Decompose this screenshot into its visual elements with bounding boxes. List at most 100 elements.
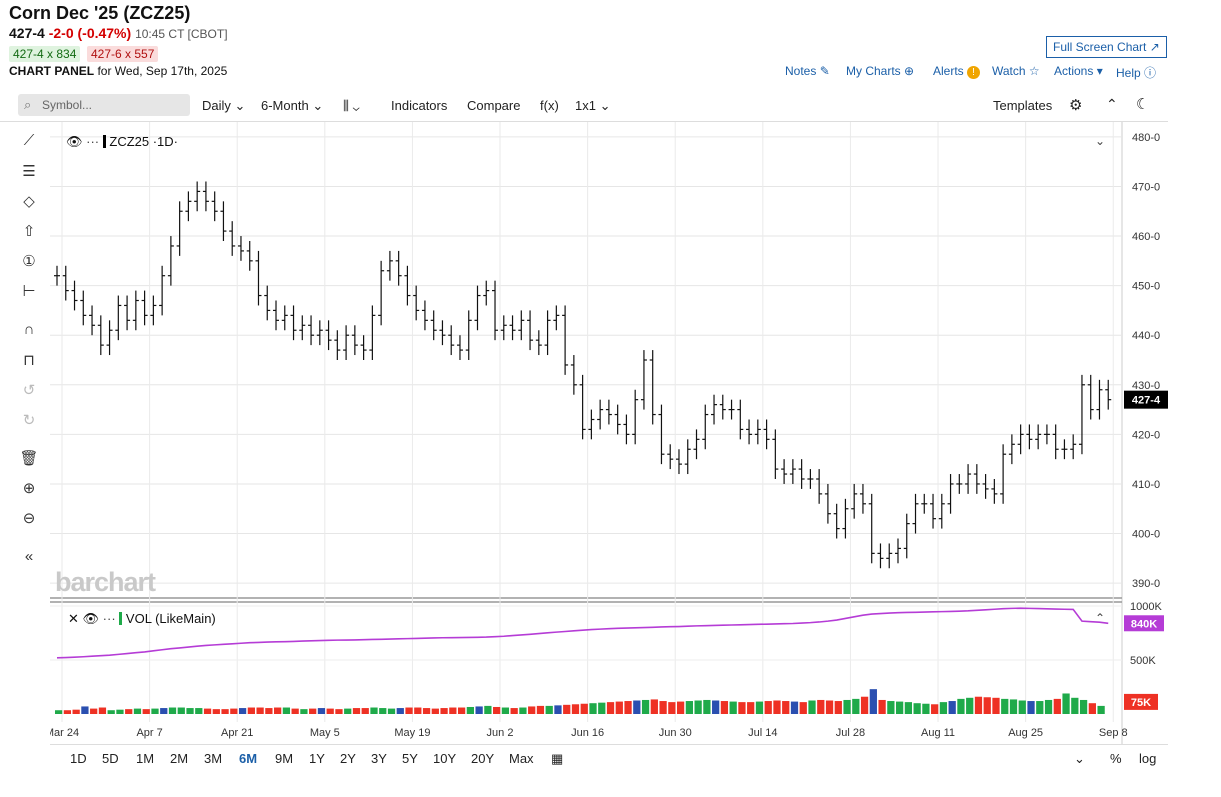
ohlc-bar	[894, 538, 901, 564]
volume-bar	[326, 708, 334, 714]
y-tick-label: 440-0	[1132, 330, 1160, 342]
undo-icon[interactable]: ↺	[22, 382, 36, 399]
x-tick-label: Apr 7	[136, 727, 162, 739]
settings-gear-icon[interactable]: ⚙	[1069, 97, 1083, 114]
range-button-2y[interactable]: 2Y	[340, 751, 356, 766]
range-button-5d[interactable]: 5D	[102, 751, 119, 766]
volume-bar	[860, 696, 869, 714]
help-link[interactable]: Help ⓘ	[1116, 66, 1157, 80]
volume-collapse-icon[interactable]: ⌃	[1095, 611, 1106, 625]
ohlc-bar	[833, 503, 840, 539]
volume-bar	[230, 708, 238, 714]
x-tick-label: Mar 24	[50, 727, 79, 739]
range-button-3y[interactable]: 3Y	[371, 751, 387, 766]
volume-bar	[81, 706, 89, 714]
dark-mode-moon-icon[interactable]: ☾	[1136, 96, 1150, 113]
zoom-in-icon[interactable]: ⊕	[22, 480, 36, 497]
volume-bar	[466, 706, 474, 714]
volume-bar	[1071, 697, 1079, 714]
ohlc-bar	[956, 474, 963, 494]
ohlc-bar	[1087, 374, 1094, 420]
collapse-up-icon[interactable]: ⌃	[1106, 96, 1118, 112]
my-charts-link[interactable]: My Charts ⊕	[846, 64, 915, 78]
range-button-5y[interactable]: 5Y	[402, 751, 418, 766]
redo-icon[interactable]: ↻	[22, 412, 36, 429]
percent-toggle[interactable]: %	[1110, 751, 1122, 766]
unlock-icon[interactable]: ⊓	[23, 352, 35, 369]
indicators-button[interactable]: Indicators	[391, 98, 448, 113]
legend-collapse-icon[interactable]: ⌄	[1095, 134, 1106, 148]
volume-bar	[55, 710, 63, 714]
notes-link[interactable]: Notes ✎	[785, 64, 830, 78]
symbol-search[interactable]: ⌕ Symbol...	[18, 94, 190, 116]
label-tool-icon[interactable]: ①	[22, 253, 36, 270]
eye-icon[interactable]: 👁	[66, 134, 83, 149]
volume-bar	[116, 709, 124, 714]
close-icon[interactable]: ✕	[68, 611, 79, 626]
ohlc-bar	[378, 260, 385, 326]
bar-type-dropdown[interactable]: ⫼ ⌄	[343, 98, 360, 114]
alerts-link[interactable]: Alerts !	[933, 64, 981, 79]
range-button-6m[interactable]: 6M	[239, 751, 258, 766]
volume-bar	[782, 701, 790, 714]
trash-icon[interactable]: 🗑	[19, 450, 39, 467]
y-tick-label: 410-0	[1132, 479, 1160, 491]
measure-tool-icon[interactable]: ⊢	[22, 283, 36, 300]
volume-bar	[966, 697, 974, 714]
ohlc-bar	[719, 394, 726, 420]
fib-tool-icon[interactable]: ☰	[22, 163, 36, 180]
volume-bar	[598, 702, 606, 714]
volume-bar	[335, 709, 343, 714]
range-button-1y[interactable]: 1Y	[309, 751, 325, 766]
range-button-9m[interactable]: 9M	[275, 751, 294, 766]
range-button-1d[interactable]: 1D	[70, 751, 87, 766]
eye-icon[interactable]: 👁	[82, 611, 100, 626]
volume-bar	[834, 701, 842, 714]
trendline-tool-icon[interactable]: ⟋	[23, 132, 35, 149]
price-legend[interactable]: 👁 ··· ZCZ25 ·1D·	[66, 134, 178, 150]
volume-bar	[869, 689, 877, 714]
magnet-icon[interactable]: ∩	[23, 321, 35, 338]
range-dropdown[interactable]: 6-Month ⌄	[261, 98, 324, 113]
compare-button[interactable]: Compare	[467, 98, 521, 113]
ohlc-bar	[80, 290, 87, 326]
x-tick-label: Aug 11	[921, 727, 955, 739]
actions-menu[interactable]: Actions ▾	[1054, 64, 1103, 78]
more-dots-icon[interactable]: ···	[86, 134, 100, 149]
range-button-3m[interactable]: 3M	[204, 751, 223, 766]
volume-bar	[317, 708, 326, 714]
range-button-20y[interactable]: 20Y	[471, 751, 495, 766]
collapse-sidebar-icon[interactable]: «	[24, 548, 34, 565]
log-toggle[interactable]: log	[1139, 751, 1157, 766]
volume-legend[interactable]: ✕ 👁 ··· VOL (LikeMain)	[68, 611, 216, 627]
templates-button[interactable]: Templates	[993, 98, 1053, 113]
range-button-10y[interactable]: 10Y	[433, 751, 457, 766]
zoom-out-icon[interactable]: ⊖	[22, 510, 36, 527]
full-screen-button[interactable]: Full Screen Chart ↗	[1046, 36, 1167, 58]
range-button-max[interactable]: Max	[509, 751, 534, 766]
volume-bar	[685, 701, 694, 714]
interval-dropdown[interactable]: Daily ⌄	[202, 98, 246, 113]
arrow-tool-icon[interactable]: ⇧	[22, 223, 36, 240]
x-axis-labels: Mar 24 Apr 7 Apr 21 May 5 May 19 Jun 2 Jun 16 J…	[45, 727, 1128, 739]
shape-tool-icon[interactable]: ◇	[23, 193, 35, 210]
range-button-1m[interactable]: 1M	[136, 751, 155, 766]
volume-bar	[694, 700, 702, 714]
ohlc-bar	[132, 290, 139, 331]
double-chevron-down-icon[interactable]: ⌄	[1074, 751, 1085, 766]
more-dots-icon[interactable]: ···	[102, 611, 116, 626]
range-button-2m[interactable]: 2M	[170, 751, 189, 766]
calendar-icon[interactable]: ▦	[551, 751, 564, 766]
ohlc-bar	[912, 493, 919, 534]
ohlc-bar	[816, 469, 823, 504]
ohlc-bar	[97, 315, 104, 356]
volume-bar	[1027, 701, 1035, 714]
ohlc-bar	[202, 181, 209, 212]
ohlc-bar	[781, 459, 788, 484]
volume-bar	[1097, 705, 1105, 714]
layout-dropdown[interactable]: 1x1 ⌄	[575, 98, 611, 113]
volume-bar	[545, 705, 553, 714]
chart-area[interactable]: 480-0 470-0 460-0 450-0 440-0 430-0 420-0 410-0…	[45, 122, 1168, 744]
watch-link[interactable]: Watch ☆	[992, 64, 1040, 78]
fx-button[interactable]: f(x)	[540, 98, 559, 113]
